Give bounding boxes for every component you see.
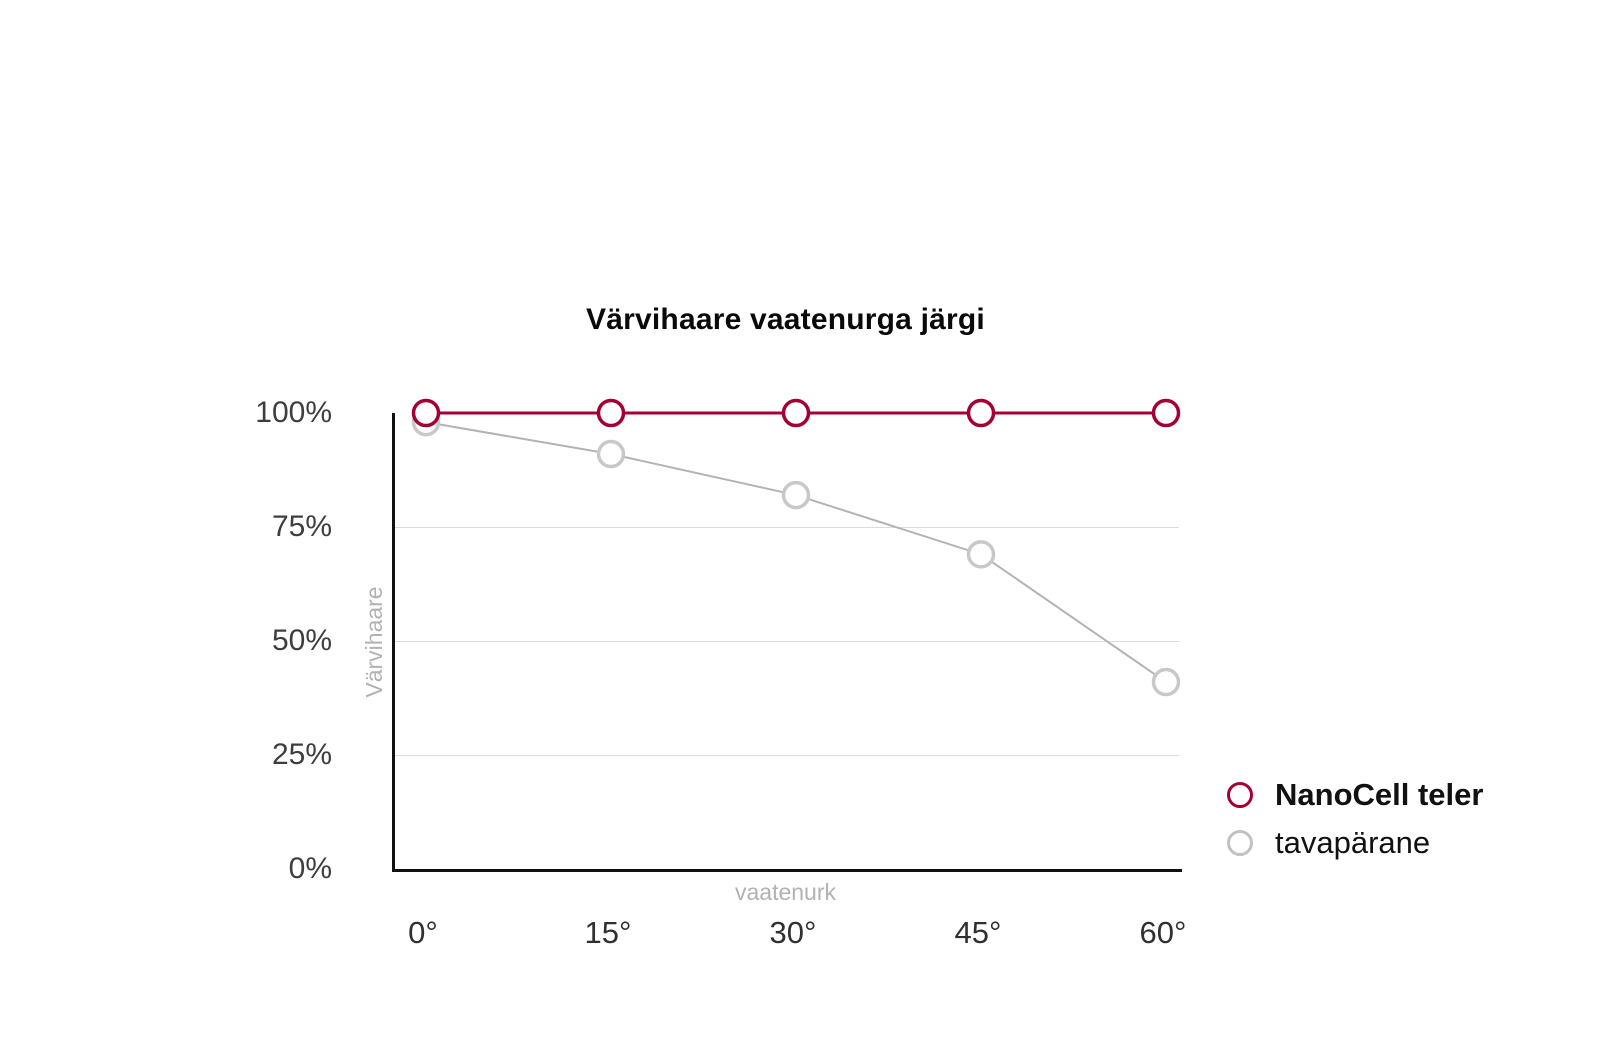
x-tick-label: 30°	[769, 915, 817, 950]
x-tick-label: 0°	[408, 915, 438, 950]
gridline	[395, 755, 1179, 756]
data-point-marker	[966, 540, 996, 569]
y-tick-label: 100%	[255, 396, 332, 429]
data-point-marker	[966, 398, 996, 428]
y-tick-label: 25%	[271, 738, 332, 771]
y-tick-label: 75%	[271, 510, 332, 543]
chart-title: Värvihaare vaatenurga järgi	[586, 303, 985, 336]
gridline	[395, 527, 1179, 528]
plot-area	[392, 413, 1182, 872]
legend-label: tavapärane	[1275, 825, 1431, 860]
legend-item: tavapärane	[1227, 819, 1483, 867]
legend-circle-icon	[1227, 782, 1253, 808]
series-line-tavapärane	[425, 421, 1167, 683]
x-tick-label: 15°	[584, 915, 632, 950]
x-tick-label: 45°	[954, 915, 1002, 950]
x-tick-label: 60°	[1139, 915, 1187, 950]
data-point-marker	[1151, 667, 1181, 697]
legend-circle-icon	[1227, 830, 1253, 856]
series-plot	[411, 398, 1181, 697]
data-point-marker	[411, 398, 441, 428]
y-tick-label: 0%	[288, 852, 332, 885]
y-tick-label: 50%	[271, 624, 332, 657]
x-axis-title: vaatenurk	[734, 879, 836, 905]
gridline	[395, 641, 1179, 642]
data-point-marker	[781, 398, 811, 428]
legend-label: NanoCell teler	[1275, 777, 1484, 812]
data-point-marker	[596, 398, 626, 428]
chart-legend: NanoCell teler tavapärane	[1227, 771, 1483, 867]
data-point-marker	[1151, 398, 1181, 428]
legend-item: NanoCell teler	[1227, 771, 1483, 819]
y-axis-title: Värvihaare	[361, 586, 387, 698]
data-point-marker	[781, 480, 811, 510]
data-point-marker	[596, 439, 626, 469]
